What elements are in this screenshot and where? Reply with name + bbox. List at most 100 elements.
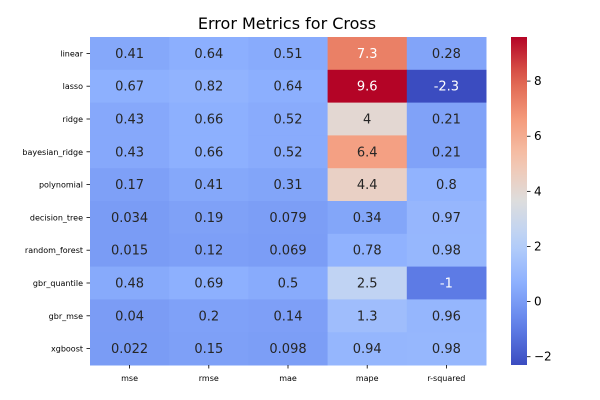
- heatmap-cell: [327, 266, 408, 300]
- heatmap-cell: [169, 37, 249, 71]
- cell-value: 0.15: [194, 342, 223, 357]
- heatmap-cell: [406, 69, 487, 104]
- column-label: rmse: [199, 374, 219, 383]
- heatmap-cell: [327, 135, 408, 169]
- heatmap-cell: [169, 233, 249, 268]
- cell-value: 0.098: [269, 342, 306, 357]
- heatmap-cell: [327, 332, 408, 366]
- cell-value: 0.96: [432, 309, 461, 324]
- cell-value: 0.52: [274, 113, 303, 128]
- cell-value: 4: [363, 113, 371, 128]
- heatmap-cell: [169, 332, 249, 366]
- heatmap-cell: [406, 299, 487, 333]
- heatmap-cell: [406, 332, 487, 366]
- cell-value: 0.21: [432, 145, 461, 160]
- heatmap-cell: [327, 69, 408, 104]
- column-label: mape: [356, 374, 379, 383]
- cell-value: 0.034: [111, 211, 148, 226]
- row-labels: linear lasso ridge bayesian_ridge polynomial…: [22, 49, 90, 354]
- cell-value: 0.69: [194, 277, 223, 292]
- colorbar-tick-label: 4: [534, 184, 542, 198]
- cell-value: 0.19: [194, 211, 223, 226]
- heatmap-cell: [169, 69, 249, 104]
- cell-value: 0.015: [111, 244, 148, 259]
- heatmap-cell: [327, 233, 408, 268]
- heatmap-cell: [90, 102, 170, 136]
- cell-value: 0.43: [115, 113, 144, 128]
- heatmap-cell: [169, 299, 249, 333]
- row-label: linear: [60, 49, 83, 58]
- heatmap-cell: [90, 168, 170, 202]
- row-label: bayesian_ridge: [22, 148, 83, 157]
- heatmap-cell: [90, 135, 170, 169]
- colorbar-tick-label: 2: [534, 239, 542, 253]
- colorbar: [511, 37, 527, 365]
- colorbar-tick-label: 6: [534, 129, 542, 143]
- cell-value: 0.66: [194, 113, 223, 128]
- cell-value: 0.31: [274, 178, 303, 193]
- cell-value: -1: [440, 277, 453, 292]
- cell-value: 0.43: [115, 145, 144, 160]
- cell-value: 0.67: [115, 80, 144, 95]
- heatmap-cell: [90, 201, 170, 235]
- heatmap-cell: [248, 37, 329, 71]
- heatmap-cell: [406, 266, 487, 300]
- heatmap-cell: [327, 168, 408, 202]
- heatmap-cell: [90, 37, 170, 71]
- column-label: r-squared: [427, 374, 465, 383]
- cell-value: 0.069: [269, 244, 306, 259]
- row-label: gbr_mse: [49, 312, 83, 321]
- heatmap-cell: [327, 299, 408, 333]
- cell-value: 0.41: [194, 178, 223, 193]
- cell-value: 0.64: [274, 80, 303, 95]
- heatmap-cell: [169, 168, 249, 202]
- row-label: gbr_quantile: [33, 279, 83, 288]
- row-label: xgboost: [51, 345, 83, 354]
- heatmap-cell: [406, 201, 487, 235]
- heatmap-cell: [327, 102, 408, 136]
- heatmap-cell: [169, 201, 249, 235]
- heatmap-cell: [248, 201, 329, 235]
- heatmap-cell: [406, 37, 487, 71]
- cell-value: 0.82: [194, 80, 223, 95]
- cell-value: 0.2: [198, 309, 219, 324]
- cell-value: -2.3: [434, 80, 459, 95]
- heatmap-cell: [248, 168, 329, 202]
- cell-value: 1.3: [357, 309, 378, 324]
- heatmap-cell: [248, 299, 329, 333]
- heatmap-cell: [169, 102, 249, 136]
- cell-value: 0.21: [432, 113, 461, 128]
- colorbar-tick-label: −2: [534, 350, 552, 364]
- heatmap-cell: [90, 332, 170, 366]
- column-label: mae: [279, 374, 297, 383]
- heatmap-cell: [248, 135, 329, 169]
- heatmap-cell: [90, 233, 170, 268]
- cell-value: 6.4: [357, 145, 378, 160]
- cell-value: 0.66: [194, 145, 223, 160]
- cell-value: 0.48: [115, 277, 144, 292]
- heatmap-cell: [248, 69, 329, 104]
- cell-value: 0.98: [432, 342, 461, 357]
- cell-value: 0.04: [115, 309, 144, 324]
- row-label: ridge: [62, 115, 83, 124]
- colorbar-tick-label: 8: [534, 74, 542, 88]
- heatmap-cell: [90, 299, 170, 333]
- heatmap-cell: [406, 233, 487, 268]
- row-label: polynomial: [39, 181, 83, 190]
- cell-value: 9.6: [357, 80, 378, 95]
- cell-value: 0.94: [353, 342, 382, 357]
- cell-value: 0.78: [353, 244, 382, 259]
- chart-title: Error Metrics for Cross: [198, 14, 376, 33]
- cell-value: 0.97: [432, 211, 461, 226]
- cell-value: 0.41: [115, 47, 144, 62]
- heatmap-cell: [327, 37, 408, 71]
- cell-value: 7.3: [357, 47, 378, 62]
- heatmap-cell: [406, 135, 487, 169]
- cell-value: 4.4: [357, 178, 378, 193]
- colorbar-ticks: −2 0 2 4 6 8: [527, 74, 552, 364]
- heatmap-cell: [169, 135, 249, 169]
- row-label: random_forest: [25, 246, 83, 255]
- heatmap-cells: 0.41 0.64 0.51 7.3 0.28 0.67 0.82 0.64 9.6 -2.3 0.…: [90, 37, 487, 366]
- cell-value: 0.5: [278, 277, 299, 292]
- cell-value: 0.17: [115, 178, 144, 193]
